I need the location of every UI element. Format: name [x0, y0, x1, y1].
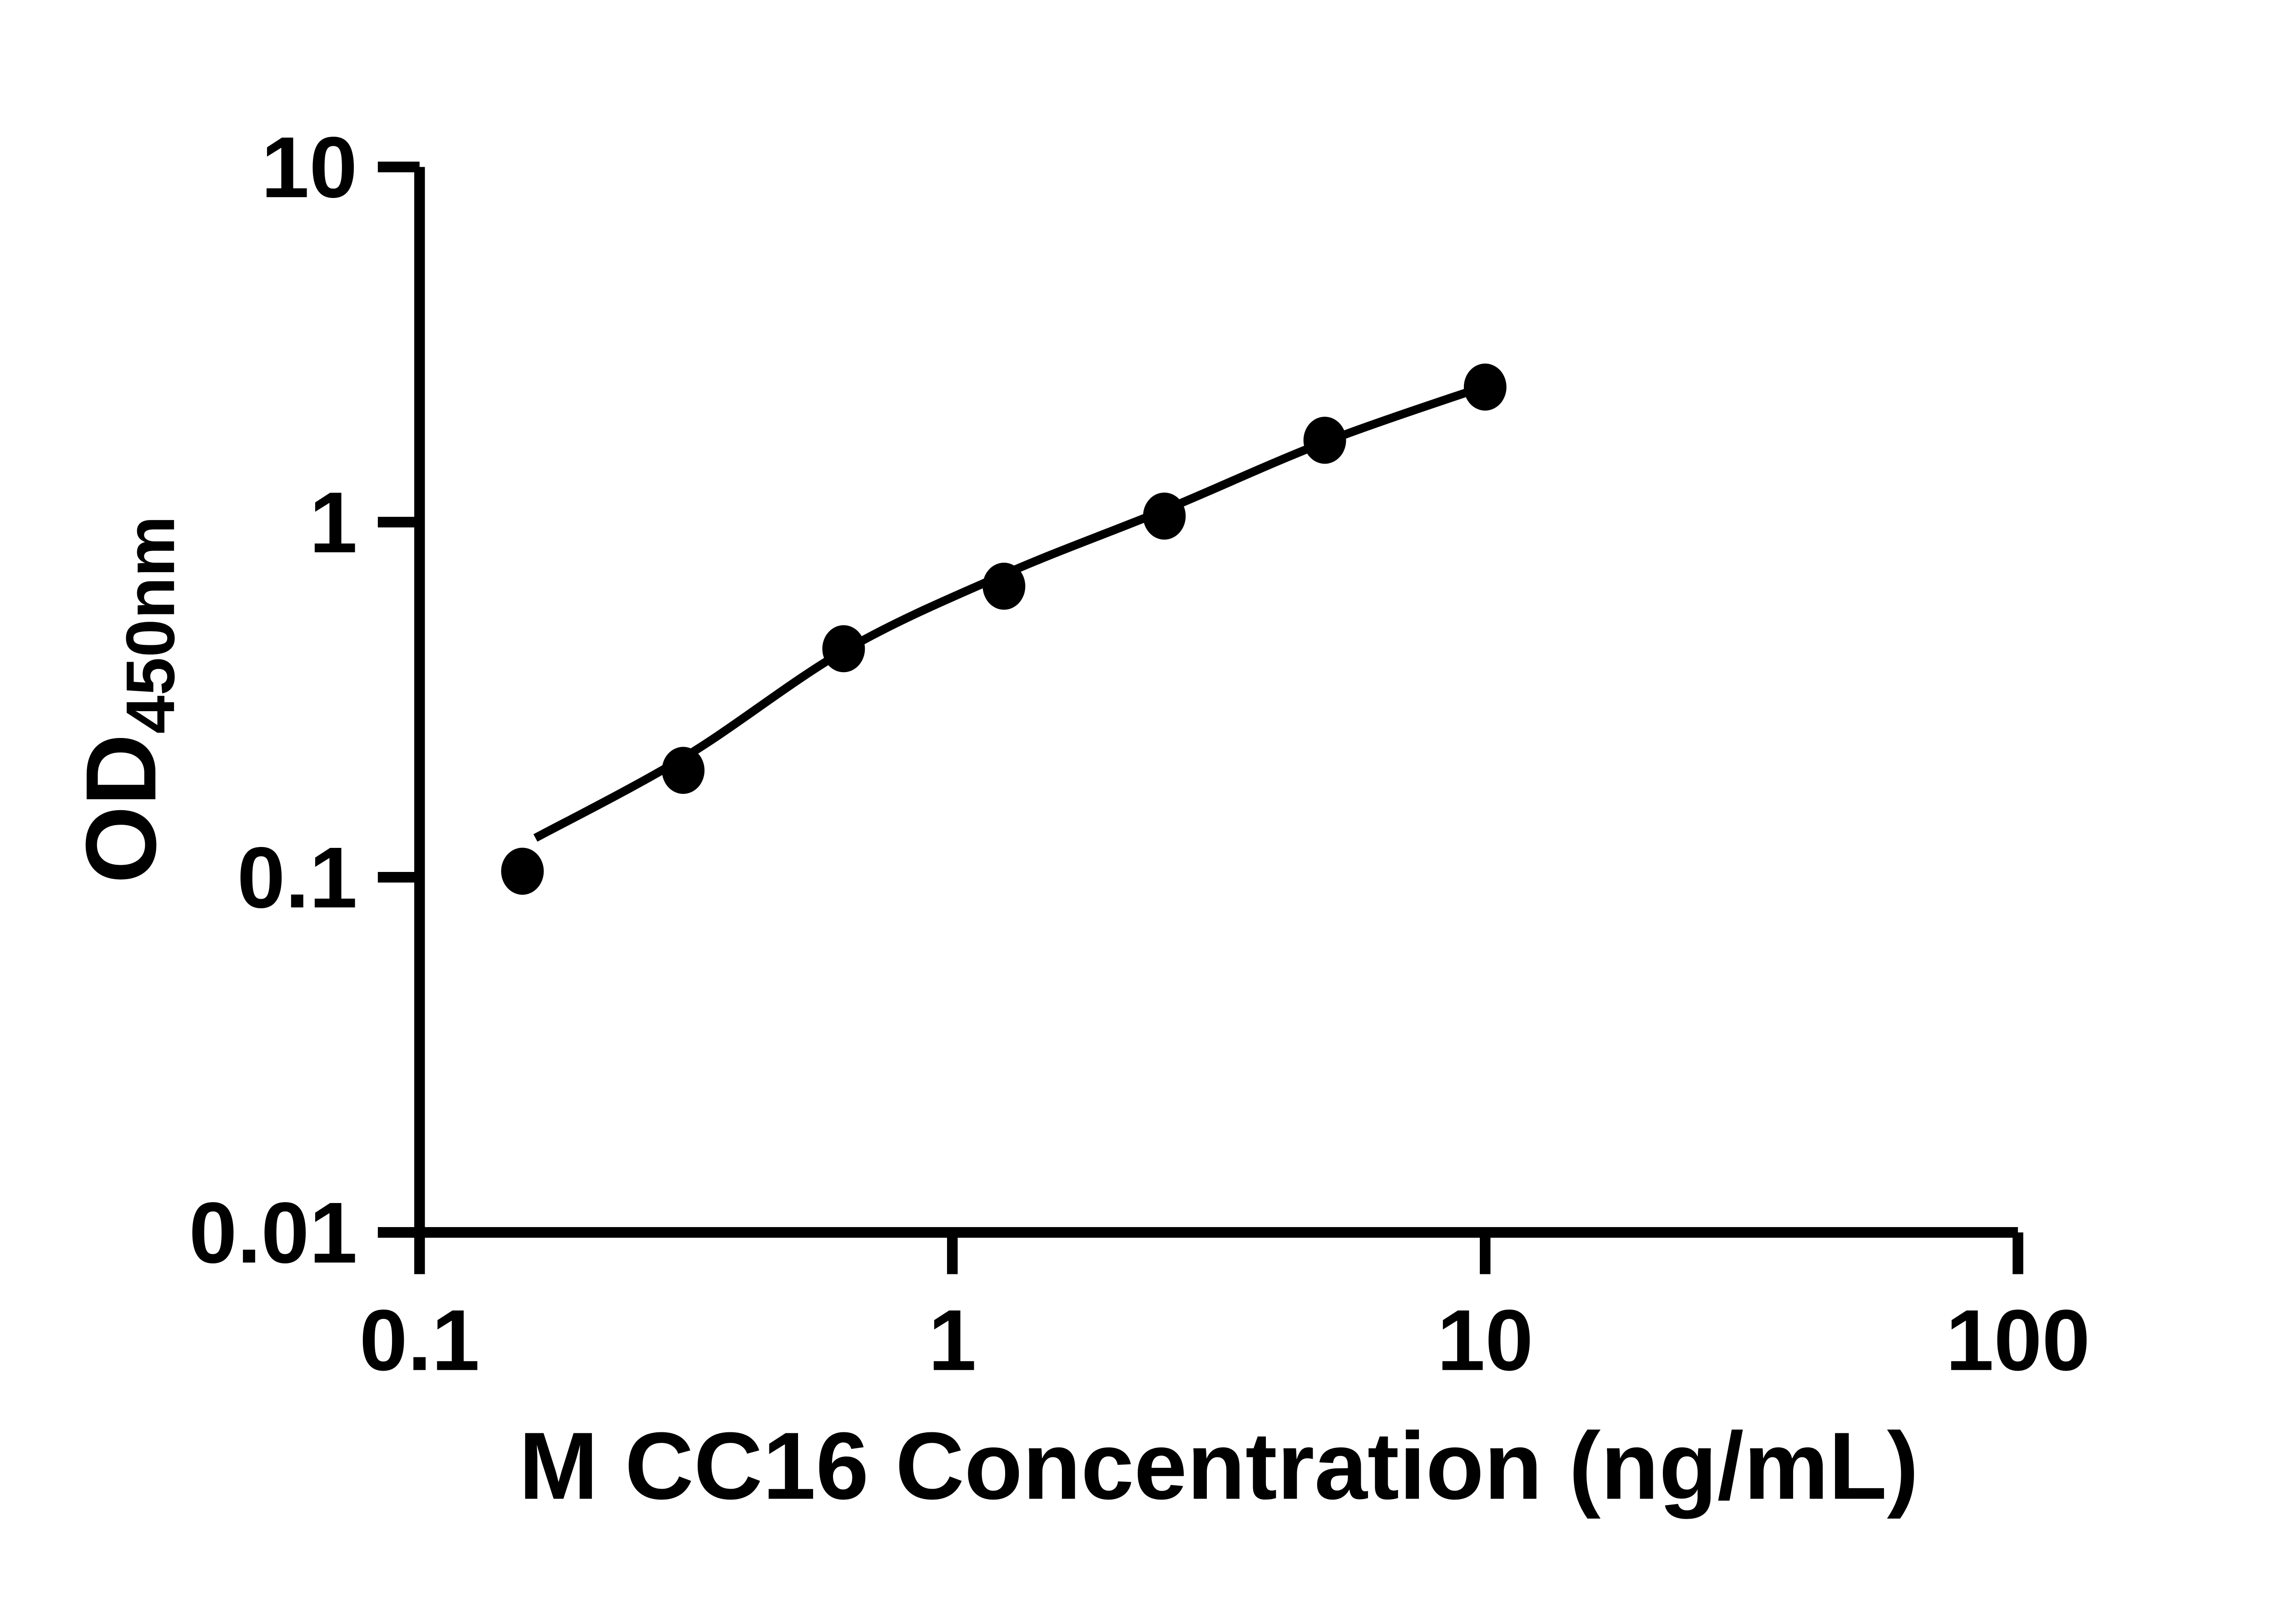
x-tick-label: 1: [928, 1292, 977, 1389]
data-point: [1143, 492, 1186, 540]
y-tick-labels: 0.01 0.1 1 10: [189, 119, 357, 1281]
data-point: [982, 563, 1026, 610]
y-tick-label: 0.01: [189, 1184, 357, 1281]
data-point: [662, 747, 705, 794]
y-tick-label: 1: [309, 474, 357, 571]
y-axis-title-subscript: 450nm: [112, 516, 189, 734]
x-axis-title: M CC16 Concentration (ng/mL): [519, 1412, 1919, 1519]
y-tick-label: 0.1: [237, 829, 357, 926]
data-point: [501, 847, 544, 895]
y-tick-label: 10: [261, 119, 357, 216]
x-tick-label: 10: [1437, 1292, 1533, 1389]
y-axis-title-main: OD: [65, 734, 177, 884]
data-points: [501, 363, 1507, 895]
data-point: [1303, 416, 1346, 464]
y-ticks: [377, 161, 420, 1238]
plot-background: [0, 18, 2271, 1606]
x-tick-labels: 0.1 1 10 100: [359, 1292, 2090, 1389]
data-point: [1463, 363, 1507, 411]
x-ticks: [414, 1232, 2023, 1274]
x-tick-label: 100: [1946, 1292, 2090, 1389]
x-tick-label: 0.1: [359, 1292, 480, 1389]
data-point: [822, 625, 865, 673]
y-axis-title: OD450nm: [65, 516, 189, 884]
